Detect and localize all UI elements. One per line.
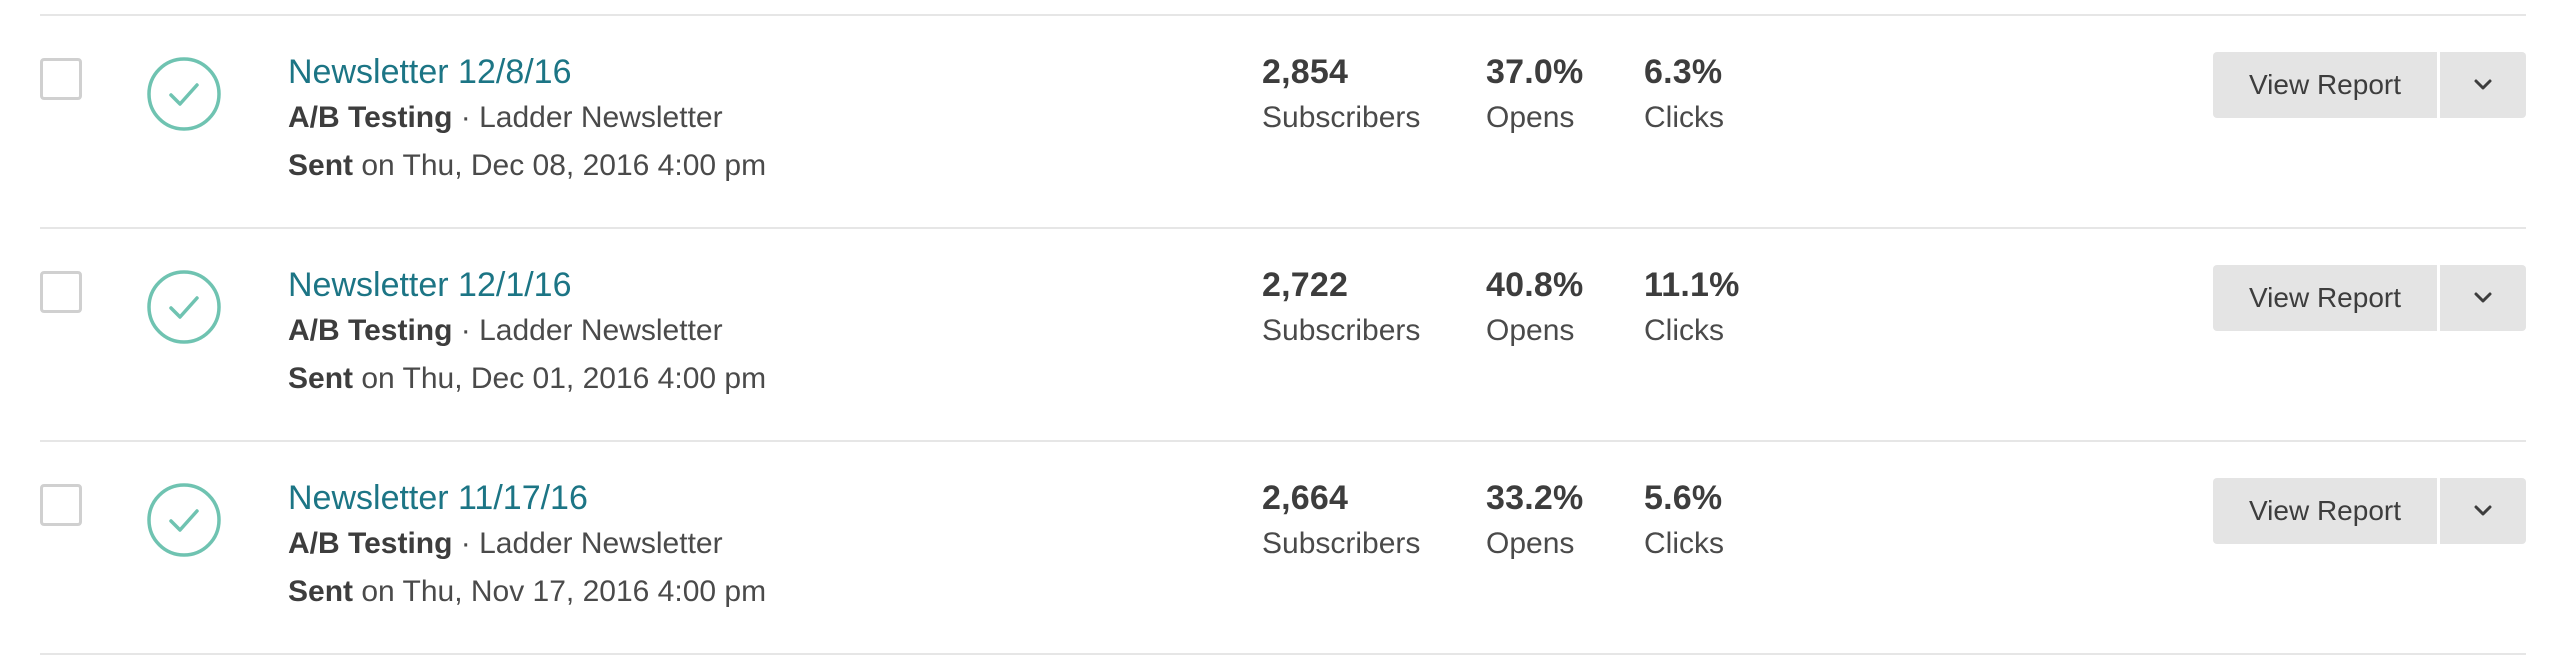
- actions-dropdown-toggle[interactable]: [2440, 265, 2526, 331]
- campaign-title-link[interactable]: Newsletter 12/8/16: [288, 53, 572, 91]
- clicks-value: 6.3%: [1644, 53, 1723, 91]
- subscribers-stat: 2,854 Subscribers: [1262, 52, 1420, 136]
- opens-label: Opens: [1486, 314, 1575, 347]
- clicks-label: Clicks: [1644, 314, 1724, 347]
- opens-label: Opens: [1486, 101, 1575, 134]
- clicks-label: Clicks: [1644, 101, 1724, 134]
- subscribers-label: Subscribers: [1262, 101, 1421, 134]
- campaign-list-name: Ladder Newsletter: [479, 101, 723, 134]
- campaign-meta: A/B Testing · Ladder Newsletter: [288, 100, 766, 136]
- subscribers-label: Subscribers: [1262, 527, 1421, 560]
- subscribers-stat: 2,664 Subscribers: [1262, 478, 1420, 562]
- sent-label: Sent: [288, 575, 354, 608]
- chevron-down-icon: [2474, 79, 2492, 90]
- sent-text: on Thu, Nov 17, 2016 4:00 pm: [353, 575, 767, 608]
- meta-separator: ·: [452, 314, 480, 347]
- campaign-row: Newsletter 12/1/16 A/B Testing · Ladder …: [40, 229, 2526, 442]
- sent-text: on Thu, Dec 01, 2016 4:00 pm: [353, 362, 767, 395]
- actions-dropdown-toggle[interactable]: [2440, 478, 2526, 544]
- campaign-type: A/B Testing: [288, 527, 453, 560]
- check-circle-icon: [147, 270, 221, 344]
- campaign-meta: A/B Testing · Ladder Newsletter: [288, 313, 766, 349]
- meta-separator: ·: [452, 527, 480, 560]
- subscribers-label: Subscribers: [1262, 314, 1421, 347]
- campaign-list-name: Ladder Newsletter: [479, 527, 723, 560]
- opens-value: 37.0%: [1486, 53, 1584, 91]
- row-actions: View Report: [2213, 478, 2526, 544]
- sent-label: Sent: [288, 149, 354, 182]
- row-select-checkbox[interactable]: [40, 271, 82, 313]
- campaign-meta: A/B Testing · Ladder Newsletter: [288, 526, 766, 562]
- sent-label: Sent: [288, 362, 354, 395]
- subscribers-value: 2,854: [1262, 53, 1349, 91]
- clicks-stat: 5.6% Clicks: [1644, 478, 1724, 562]
- row-actions: View Report: [2213, 52, 2526, 118]
- subscribers-value: 2,664: [1262, 479, 1349, 517]
- subscribers-value: 2,722: [1262, 266, 1349, 304]
- campaign-list-name: Ladder Newsletter: [479, 314, 723, 347]
- row-select-checkbox[interactable]: [40, 484, 82, 526]
- clicks-stat: 6.3% Clicks: [1644, 52, 1724, 136]
- opens-stat: 37.0% Opens: [1486, 52, 1583, 136]
- clicks-stat: 11.1% Clicks: [1644, 265, 1740, 349]
- view-report-button[interactable]: View Report: [2213, 52, 2437, 118]
- opens-label: Opens: [1486, 527, 1575, 560]
- opens-value: 33.2%: [1486, 479, 1584, 517]
- subscribers-stat: 2,722 Subscribers: [1262, 265, 1420, 349]
- campaign-row: Newsletter 11/17/16 A/B Testing · Ladder…: [40, 442, 2526, 655]
- check-circle-icon: [147, 57, 221, 131]
- campaign-title-link[interactable]: Newsletter 11/17/16: [288, 479, 588, 517]
- campaign-title-link[interactable]: Newsletter 12/1/16: [288, 266, 572, 304]
- clicks-label: Clicks: [1644, 527, 1724, 560]
- opens-value: 40.8%: [1486, 266, 1584, 304]
- campaign-sent-date: Sent on Thu, Nov 17, 2016 4:00 pm: [288, 574, 766, 610]
- campaign-sent-date: Sent on Thu, Dec 08, 2016 4:00 pm: [288, 148, 766, 184]
- sent-text: on Thu, Dec 08, 2016 4:00 pm: [353, 149, 767, 182]
- campaign-info: Newsletter 12/1/16 A/B Testing · Ladder …: [288, 265, 766, 397]
- campaign-type: A/B Testing: [288, 314, 453, 347]
- actions-dropdown-toggle[interactable]: [2440, 52, 2526, 118]
- view-report-button[interactable]: View Report: [2213, 265, 2437, 331]
- clicks-value: 11.1%: [1644, 266, 1740, 304]
- campaign-row: Newsletter 12/8/16 A/B Testing · Ladder …: [40, 16, 2526, 229]
- campaign-type: A/B Testing: [288, 101, 453, 134]
- row-select-checkbox[interactable]: [40, 58, 82, 100]
- opens-stat: 40.8% Opens: [1486, 265, 1583, 349]
- chevron-down-icon: [2474, 505, 2492, 516]
- check-circle-icon: [147, 483, 221, 557]
- campaign-info: Newsletter 12/8/16 A/B Testing · Ladder …: [288, 52, 766, 184]
- opens-stat: 33.2% Opens: [1486, 478, 1583, 562]
- campaign-list: Newsletter 12/8/16 A/B Testing · Ladder …: [40, 14, 2526, 655]
- campaign-sent-date: Sent on Thu, Dec 01, 2016 4:00 pm: [288, 361, 766, 397]
- row-actions: View Report: [2213, 265, 2526, 331]
- view-report-button[interactable]: View Report: [2213, 478, 2437, 544]
- chevron-down-icon: [2474, 292, 2492, 303]
- campaign-info: Newsletter 11/17/16 A/B Testing · Ladder…: [288, 478, 766, 610]
- meta-separator: ·: [452, 101, 480, 134]
- clicks-value: 5.6%: [1644, 479, 1723, 517]
